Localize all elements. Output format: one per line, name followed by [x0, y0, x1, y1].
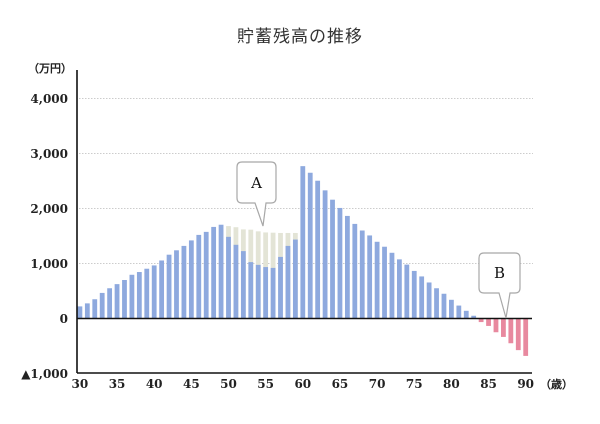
x-tick-label: 40 — [145, 377, 163, 391]
bar-positive — [411, 270, 417, 319]
callout-bubble-b — [478, 252, 521, 319]
bar-positive — [374, 241, 380, 319]
bar-positive — [352, 223, 358, 319]
chart-title: 貯蓄残高の推移 — [237, 27, 363, 47]
x-axis-unit-label: （歳） — [540, 378, 573, 391]
bar-positive — [300, 166, 306, 319]
bar-positive — [404, 264, 410, 319]
bar-positive — [463, 310, 469, 319]
bar-positive — [449, 299, 454, 319]
x-tick-label: 85 — [480, 377, 497, 391]
bar-positive — [122, 280, 127, 319]
bar-positive — [471, 315, 477, 319]
bar-positive — [307, 172, 313, 319]
bar-positive — [389, 252, 395, 319]
bar-positive — [441, 293, 447, 319]
bar-positive — [426, 282, 432, 319]
bar-positive — [174, 250, 179, 319]
bar-positive — [203, 231, 209, 319]
bar-positive — [382, 246, 387, 319]
bar-positive — [92, 299, 98, 319]
callout-bubble-a — [236, 161, 277, 227]
bar-positive — [233, 244, 239, 319]
bar-positive — [292, 239, 298, 319]
bar-positive — [240, 251, 246, 319]
bar-negative — [523, 318, 529, 356]
bar-positive — [151, 265, 157, 319]
bar-positive — [226, 236, 231, 319]
x-tick-label: 80 — [443, 377, 460, 391]
bar-positive — [285, 245, 291, 319]
bar-positive — [166, 254, 172, 319]
y-axis-unit-label: （万円） — [28, 62, 72, 75]
x-tick-label: 45 — [182, 377, 200, 391]
x-tick-label: 30 — [71, 377, 89, 391]
bar-positive — [107, 288, 113, 319]
bar-positive — [255, 264, 261, 319]
bar-positive — [136, 272, 142, 319]
bar-negative — [486, 318, 491, 326]
bar-positive — [270, 267, 276, 319]
bar-positive — [99, 292, 105, 319]
bar-positive — [263, 267, 269, 319]
bar-positive — [456, 305, 462, 319]
x-tick-label: 55 — [257, 377, 274, 391]
bar-positive — [114, 284, 120, 319]
callout-label-b: B — [493, 264, 506, 282]
x-tick-label: 60 — [294, 377, 312, 391]
bar-positive — [218, 224, 224, 319]
bar-negative — [478, 318, 484, 323]
y-tick-label: ▲1,000 — [21, 366, 68, 381]
bar-positive — [144, 268, 150, 319]
bar-negative — [508, 318, 514, 344]
bar-positive — [337, 207, 343, 319]
x-tick-label: 70 — [368, 377, 386, 391]
bar-positive — [278, 256, 283, 319]
bar-positive — [159, 260, 165, 319]
y-tick-label: 4,000 — [30, 91, 68, 106]
bar-positive — [419, 276, 425, 319]
x-tick-label: 50 — [220, 377, 237, 391]
bar-positive — [315, 180, 321, 319]
bar-negative — [515, 318, 521, 351]
bar-positive — [396, 259, 402, 319]
bar-positive — [129, 274, 135, 319]
y-tick-label: 0 — [59, 311, 68, 326]
bar-positive — [196, 234, 202, 319]
bar-positive — [211, 226, 217, 319]
y-tick-label: 2,000 — [30, 201, 68, 216]
bar-positive — [84, 303, 90, 319]
y-tick-label: 1,000 — [30, 256, 68, 271]
callout-label-a: A — [251, 173, 262, 192]
x-tick-label: 90 — [517, 377, 535, 391]
bar-positive — [330, 199, 335, 319]
bar-positive — [344, 215, 350, 319]
bar-positive — [188, 240, 194, 319]
x-tick-label: 75 — [405, 377, 423, 391]
y-tick-label: 3,000 — [30, 146, 68, 161]
bar-positive — [77, 306, 83, 319]
bar-positive — [248, 262, 254, 319]
x-tick-label: 65 — [331, 377, 349, 391]
bar-negative — [493, 318, 499, 333]
bar-positive — [367, 235, 373, 319]
bar-positive — [322, 190, 328, 319]
bar-positive — [434, 288, 439, 319]
bar-negative — [501, 318, 506, 337]
bar-positive — [181, 245, 187, 319]
x-tick-label: 35 — [108, 377, 126, 391]
bar-positive — [359, 230, 365, 319]
